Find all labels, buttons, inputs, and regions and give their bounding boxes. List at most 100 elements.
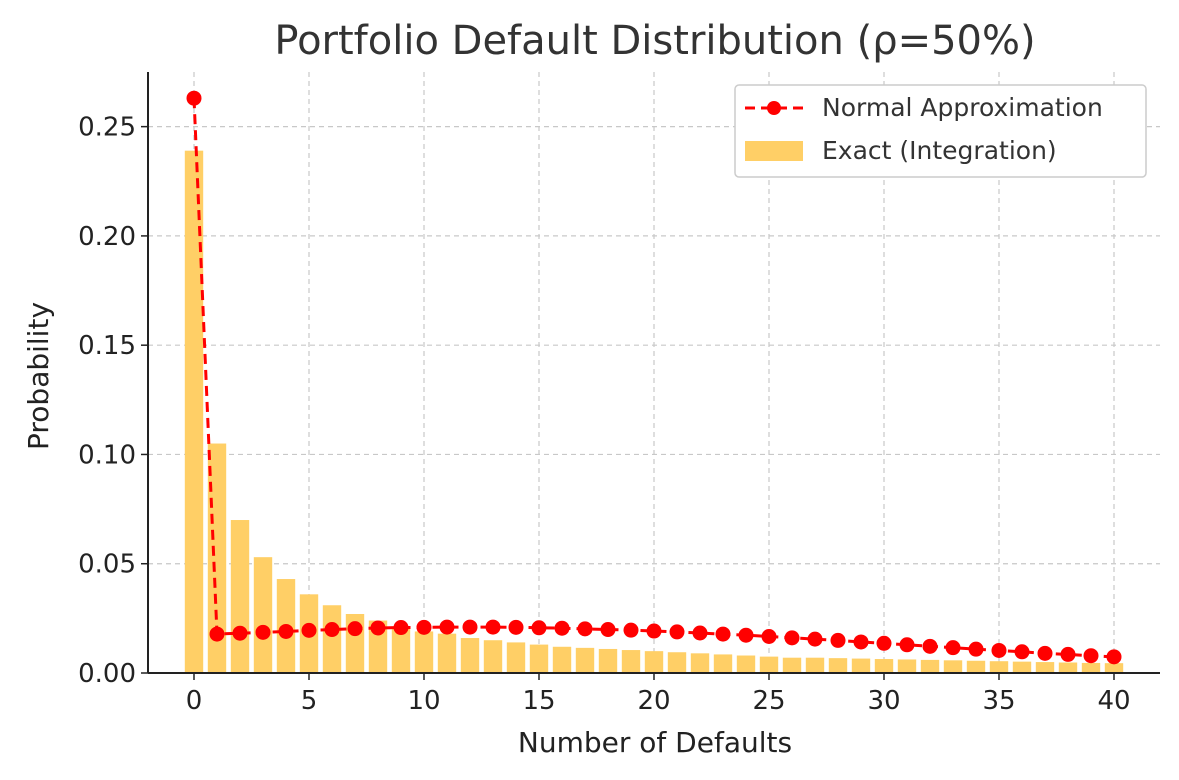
point-normal-approx-19 [623, 622, 639, 638]
point-normal-approx-6 [324, 622, 340, 638]
legend-box [734, 84, 1147, 178]
bar-exact-39 [1081, 662, 1101, 673]
point-normal-approx-34 [968, 641, 984, 657]
point-normal-approx-22 [692, 625, 708, 641]
point-normal-approx-31 [899, 637, 915, 653]
ticks: 0 5 10 15 20 25 30 35 40 0.00 0.05 0.10 0.15 0.20 0.25 [78, 113, 1130, 716]
bar-exact-16 [552, 646, 572, 673]
point-normal-approx-8 [370, 620, 386, 636]
point-normal-approx-26 [784, 630, 800, 646]
x-tick-label: 30 [867, 686, 900, 716]
point-normal-approx-28 [830, 632, 846, 648]
point-normal-approx-4 [278, 623, 294, 639]
bar-exact-12 [460, 638, 480, 673]
x-tick-label: 5 [301, 686, 318, 716]
bar-exact-23 [713, 654, 733, 673]
point-normal-approx-15 [531, 620, 547, 636]
point-normal-approx-18 [600, 622, 616, 638]
x-tick-label: 0 [186, 686, 203, 716]
point-normal-approx-0 [186, 90, 202, 106]
point-normal-approx-7 [347, 621, 363, 637]
bar-exact-11 [437, 633, 457, 673]
point-normal-approx-20 [646, 623, 662, 639]
bar-exact-37 [1035, 662, 1055, 673]
bar-exact-32 [920, 659, 940, 673]
point-normal-approx-27 [807, 631, 823, 647]
chart-title: Portfolio Default Distribution (ρ=50%) [274, 18, 1035, 64]
bar-exact-24 [736, 655, 756, 673]
point-normal-approx-9 [393, 620, 409, 636]
bar-exact-38 [1058, 662, 1078, 673]
point-normal-approx-1 [209, 626, 225, 642]
point-normal-approx-38 [1060, 646, 1076, 662]
bar-exact-3 [253, 557, 273, 673]
line-series-normal-approx [186, 90, 1122, 665]
bar-exact-19 [621, 650, 641, 673]
bar-exact-14 [506, 642, 526, 673]
bar-series-exact [184, 150, 1124, 673]
point-normal-approx-16 [554, 620, 570, 636]
bar-exact-29 [851, 658, 871, 673]
point-normal-approx-17 [577, 621, 593, 637]
legend: Normal Approximation Exact (Integration) [734, 84, 1147, 178]
point-normal-approx-32 [922, 638, 938, 654]
point-normal-approx-37 [1037, 645, 1053, 661]
y-axis-label: Probability [22, 302, 55, 450]
bar-exact-26 [782, 657, 802, 673]
y-tick-label: 0.10 [78, 440, 136, 470]
legend-bar-swatch [745, 141, 803, 161]
bar-exact-6 [322, 605, 342, 673]
point-normal-approx-35 [991, 642, 1007, 658]
y-tick-label: 0.15 [78, 331, 136, 361]
bar-exact-27 [805, 657, 825, 673]
x-tick-label: 40 [1097, 686, 1130, 716]
legend-label-normal-approx: Normal Approximation [822, 93, 1103, 122]
bar-exact-13 [483, 640, 503, 673]
point-normal-approx-3 [255, 624, 271, 640]
bar-exact-33 [943, 660, 963, 673]
bar-exact-21 [667, 652, 687, 673]
legend-label-exact: Exact (Integration) [822, 136, 1057, 165]
x-tick-label: 25 [752, 686, 785, 716]
point-normal-approx-25 [761, 629, 777, 645]
bar-exact-15 [529, 644, 549, 673]
bar-exact-31 [897, 659, 917, 673]
x-tick-label: 35 [982, 686, 1015, 716]
bar-exact-2 [230, 520, 250, 673]
point-normal-approx-33 [945, 640, 961, 656]
x-axis-label: Number of Defaults [518, 726, 792, 759]
y-tick-label: 0.00 [78, 659, 136, 689]
bar-exact-30 [874, 659, 894, 673]
x-tick-label: 10 [407, 686, 440, 716]
bar-exact-40 [1104, 663, 1124, 673]
point-normal-approx-2 [232, 625, 248, 641]
y-tick-label: 0.20 [78, 222, 136, 252]
bar-exact-34 [966, 660, 986, 673]
point-normal-approx-13 [485, 619, 501, 635]
bar-exact-9 [391, 627, 411, 673]
bar-exact-28 [828, 658, 848, 673]
bar-exact-35 [989, 661, 1009, 673]
bar-exact-25 [759, 656, 779, 673]
point-normal-approx-39 [1083, 648, 1099, 664]
bar-exact-22 [690, 653, 710, 673]
bar-exact-10 [414, 631, 434, 673]
point-normal-approx-14 [508, 619, 524, 635]
point-normal-approx-40 [1106, 649, 1122, 665]
point-normal-approx-24 [738, 627, 754, 643]
point-normal-approx-36 [1014, 644, 1030, 660]
bar-exact-36 [1012, 661, 1032, 673]
legend-marker-swatch [767, 101, 781, 115]
y-tick-label: 0.05 [78, 550, 136, 580]
point-normal-approx-29 [853, 634, 869, 650]
bar-exact-17 [575, 647, 595, 673]
point-normal-approx-21 [669, 624, 685, 640]
point-normal-approx-30 [876, 635, 892, 651]
bar-exact-18 [598, 648, 618, 673]
legend-item-exact: Exact (Integration) [745, 136, 1057, 165]
legend-item-normal-approx: Normal Approximation [745, 93, 1103, 122]
point-normal-approx-12 [462, 619, 478, 635]
point-normal-approx-11 [439, 619, 455, 635]
line-normal-approx [192, 98, 1115, 659]
